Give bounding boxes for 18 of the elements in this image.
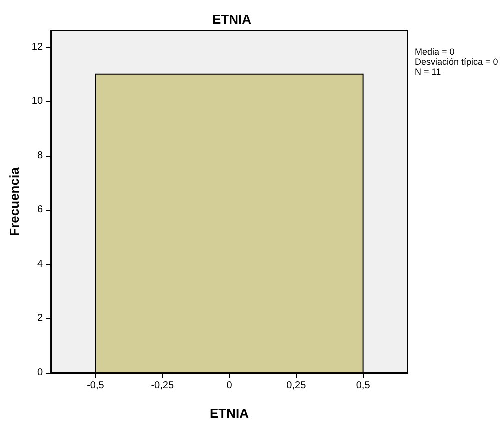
x-tick-label: 0,25 xyxy=(286,380,307,392)
y-tick-label: 8 xyxy=(37,150,44,162)
x-tick-label: -0,5 xyxy=(87,380,105,392)
chart-title: ETNIA xyxy=(212,12,252,27)
y-tick-label: 0 xyxy=(37,368,44,378)
text: Media = 0 xyxy=(415,47,455,57)
y-tick-label: 6 xyxy=(37,204,44,216)
y-axis-title: Frecuencia xyxy=(7,166,22,236)
x-tick-label: 0 xyxy=(226,380,233,392)
x-tick-label: 0,5 xyxy=(356,380,371,392)
y-tick-label: 10 xyxy=(32,96,44,108)
y-tick-label: 4 xyxy=(37,258,44,270)
x-axis-title: ETNIA xyxy=(210,406,250,421)
y-tick-label: 2 xyxy=(37,313,44,324)
text: N = 11 xyxy=(415,67,442,77)
text: Desviación típica = 0 xyxy=(415,57,498,67)
y-tick-label: 12 xyxy=(32,42,44,53)
x-tick-label: -0,25 xyxy=(151,380,174,392)
